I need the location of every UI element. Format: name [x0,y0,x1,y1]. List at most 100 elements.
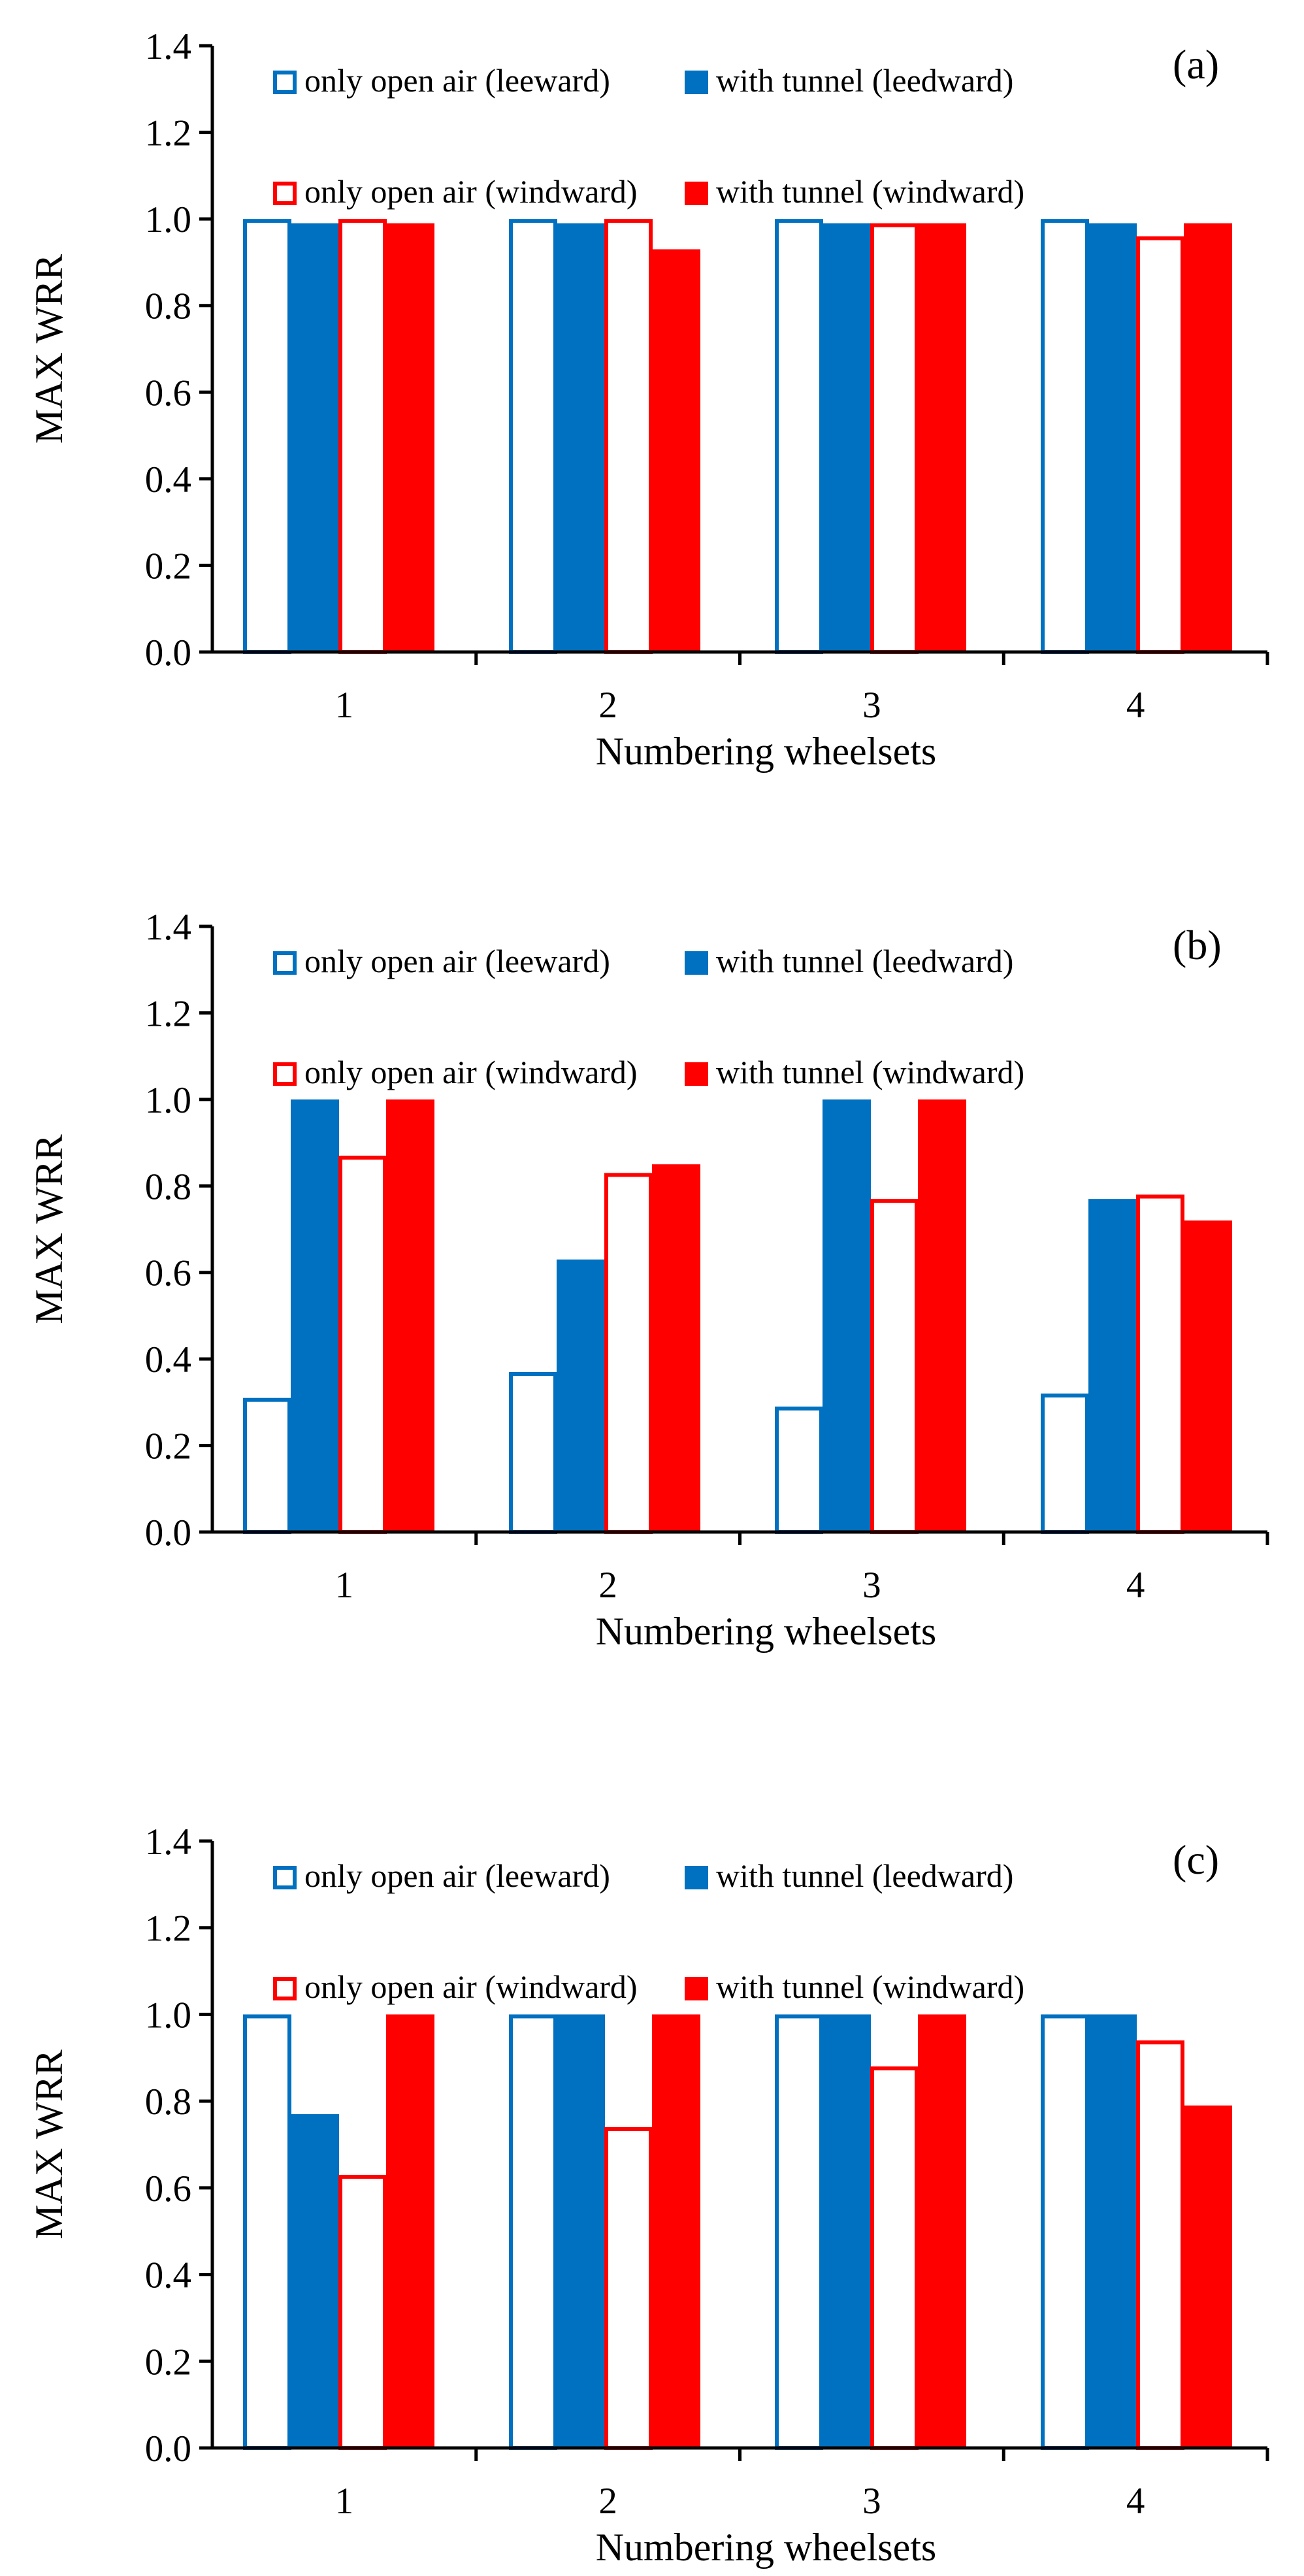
y-tick-label: 0.0 [145,632,191,674]
bar [386,223,434,652]
y-tick-label: 1.4 [145,26,191,67]
bar [509,219,557,654]
bar [1136,1194,1184,1534]
legend-swatch [273,951,297,975]
y-tick-label: 0.4 [145,459,191,500]
bar [918,223,966,652]
bar [823,2014,871,2448]
chart-panel-b: 0.0 0.2 0.4 0.6 0.8 1.0 1.2 1.4 1 2 3 4 Numbering wh… [27,907,1269,1653]
y-tick-label: 0.8 [145,2081,191,2123]
legend-swatch [273,1977,297,2000]
y-tick-label: 1.0 [145,199,191,240]
bar [509,2014,557,2450]
bar [386,2014,434,2448]
legend-swatch [685,1977,708,2000]
x-tick-label: 4 [1126,1565,1145,1606]
x-tick-label: 2 [598,2481,617,2522]
bar [870,2066,919,2450]
x-tick-label: 2 [598,685,617,726]
bar [1136,2040,1184,2451]
x-axis-title: Numbering wheelsets [596,1610,937,1653]
legend-label: only open air (windward) [304,173,638,210]
legend-swatch [685,1866,708,1889]
x-axis-title: Numbering wheelsets [596,730,937,773]
y-tick-label: 1.0 [145,1995,191,2036]
y-tick-label: 0.6 [145,372,191,414]
bar [775,2014,823,2450]
bar [1041,1394,1089,1534]
y-axis-title: MAX WRR [27,2049,71,2240]
panel-label: (a) [1173,41,1219,88]
legend-label: only open air (leeward) [304,62,610,99]
bar [870,223,919,654]
y-tick-label: 0.0 [145,2428,191,2470]
bar [557,223,605,652]
x-tick-label: 4 [1126,2481,1145,2522]
legend-swatch [273,182,297,205]
x-tick-label: 3 [862,685,881,726]
y-axis-title: MAX WRR [27,254,71,444]
legend-label: only open air (windward) [304,1054,638,1090]
x-tick-label: 3 [862,1565,881,1606]
y-axis-title: MAX WRR [27,1134,71,1324]
y-tick-label: 0.6 [145,1253,191,1294]
legend-label: with tunnel (windward) [716,173,1024,210]
y-tick-label: 0.8 [145,1166,191,1207]
bar [1088,1199,1137,1532]
legend-label: only open air (leeward) [304,943,610,979]
legend-label: only open air (leeward) [304,1857,610,1894]
bar [291,1099,339,1532]
bar [1041,2014,1089,2450]
bar [604,219,653,654]
bar [870,1199,919,1535]
bar [338,2174,387,2450]
y-tick-label: 0.0 [145,1512,191,1554]
x-tick-label: 1 [335,1565,354,1606]
bar [1041,219,1089,654]
bar [1184,1220,1232,1532]
y-tick-label: 1.4 [145,1821,191,1863]
chart-panel-a: 0.0 0.2 0.4 0.6 0.8 1.0 1.2 1.4 1 2 3 4 Numbering wh… [27,26,1269,773]
bar [652,2014,700,2448]
bar [823,223,871,652]
x-tick-label: 4 [1126,685,1145,726]
x-tick-label: 3 [862,2481,881,2522]
bar [1184,223,1232,652]
y-tick-label: 0.4 [145,1339,191,1380]
legend-swatch [685,71,708,94]
y-tick-label: 0.2 [145,546,191,587]
y-tick-label: 0.6 [145,2168,191,2209]
chart-panel-c: 0.0 0.2 0.4 0.6 0.8 1.0 1.2 1.4 1 2 3 4 Numbering wh… [27,1821,1269,2569]
bar [1088,223,1137,652]
bar [604,2127,653,2450]
bar [291,223,339,652]
bar [775,1406,823,1534]
legend-label: with tunnel (leedward) [716,62,1013,99]
bar [918,2014,966,2448]
bar [1136,236,1184,654]
legend-swatch [685,182,708,205]
legend-swatch [273,71,297,94]
y-tick-label: 0.4 [145,2255,191,2296]
bar [652,249,700,652]
y-tick-label: 1.2 [145,1908,191,1949]
bar [509,1372,557,1534]
bar [775,219,823,654]
bar [604,1173,653,1534]
bar [243,219,291,654]
legend-swatch [685,951,708,975]
bar [338,219,387,654]
bar [652,1164,700,1532]
panel-label: (b) [1173,922,1222,968]
panel-label: (c) [1173,1836,1219,1883]
legend-label: with tunnel (leedward) [716,943,1013,979]
y-tick-label: 1.2 [145,993,191,1034]
y-tick-label: 1.4 [145,907,191,948]
bar [823,1099,871,1532]
x-tick-label: 2 [598,1565,617,1606]
y-tick-label: 1.0 [145,1080,191,1121]
legend-label: with tunnel (windward) [716,1968,1024,2005]
bar [1184,2105,1232,2448]
legend-swatch [273,1062,297,1086]
bar [557,1259,605,1532]
